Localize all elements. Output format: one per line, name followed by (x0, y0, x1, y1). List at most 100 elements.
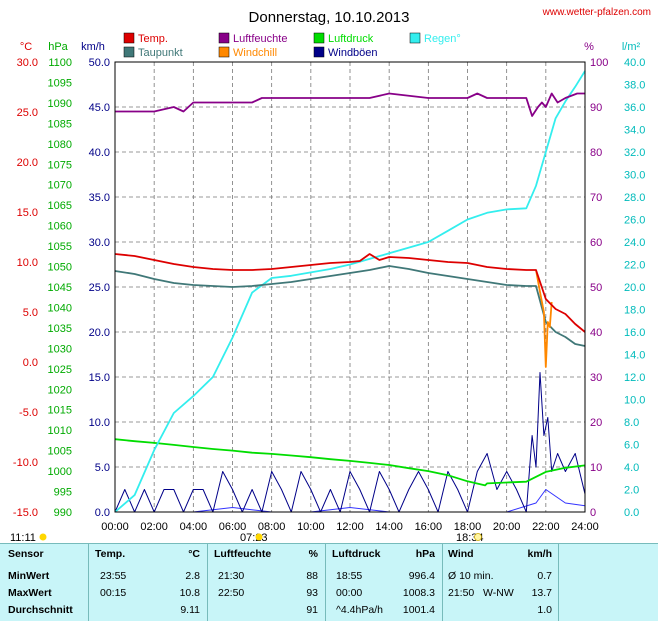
humidity-unit-label: % (584, 41, 594, 53)
row-label: MinWert (8, 570, 50, 582)
rain-tick-label: 34.0 (624, 125, 645, 137)
site-link[interactable]: www.wetter-pfalzen.com (542, 7, 651, 18)
pressure-avg-value: 1001.4 (402, 604, 435, 616)
rain-tick-label: 36.0 (624, 102, 645, 114)
temp-tick-label: 15.0 (17, 207, 38, 219)
pressure-tick-label: 1040 (48, 302, 72, 314)
pressure-tick-label: 1070 (48, 180, 72, 192)
rain-tick-label: 16.0 (624, 327, 645, 339)
temp-tick-label: 5.0 (23, 307, 38, 319)
header-sensor: Sensor (8, 548, 44, 560)
legend-label-windboeen: Windböen (328, 47, 378, 59)
series-line-luftdruck (114, 438, 586, 487)
stats-row-max: MaxWert 00:15 10.8 22:50 93 00:00 1008.3… (0, 585, 658, 601)
column-divider (442, 544, 443, 621)
row-label: Durchschnitt (8, 604, 73, 616)
humidity-tick-label: 100 (590, 57, 608, 69)
wind-tick-label: 50.0 (89, 57, 110, 69)
temp-tick-label: 25.0 (17, 107, 38, 119)
wind-tick-label: 20.0 (89, 327, 110, 339)
wind-tick-label: 25.0 (89, 282, 110, 294)
pressure-unit-label: hPa (48, 41, 68, 53)
temp-avg-value: 9.11 (180, 604, 200, 616)
wind-avg-value: 1.0 (537, 604, 552, 616)
x-tick-label: 08:00 (258, 521, 286, 533)
legend-label-regen: Regen° (424, 33, 461, 45)
wind-tick-label: 10.0 (89, 417, 110, 429)
day-length: 11:11 (10, 532, 36, 543)
row-label: MaxWert (8, 587, 52, 599)
stats-header-row: Sensor Temp. °C Luftfeuchte % Luftdruck … (0, 546, 658, 562)
pressure-tick-label: 1050 (48, 262, 72, 274)
legend-swatch-luftfeuchte (218, 32, 230, 44)
pressure-tick-label: 1055 (48, 241, 72, 253)
series-line-regen (114, 70, 586, 513)
x-tick-label: 10:00 (297, 521, 325, 533)
pressure-min-time: 18:55 (336, 570, 363, 582)
pressure-tick-label: 1090 (48, 98, 72, 110)
header-humidity: Luftfeuchte (214, 548, 272, 560)
column-divider (325, 544, 326, 621)
pressure-tick-label: 1030 (48, 343, 72, 355)
rain-tick-label: 24.0 (624, 237, 645, 249)
wind-tick-label: 40.0 (89, 147, 110, 159)
rain-tick-label: 14.0 (624, 350, 645, 362)
humidity-min-value: 88 (306, 570, 318, 582)
rain-tick-label: 30.0 (624, 170, 645, 182)
rain-tick-label: 2.0 (624, 485, 639, 497)
pressure-tick-label: 1000 (48, 466, 72, 478)
rain-tick-label: 4.0 (624, 462, 639, 474)
pressure-tick-label: 1005 (48, 446, 72, 458)
header-pressure-unit: hPa (415, 548, 435, 560)
wind-min-label: Ø 10 min. (448, 570, 494, 582)
legend-swatch-luftdruck (313, 32, 325, 44)
x-tick-label: 24:00 (571, 521, 599, 533)
rain-tick-label: 26.0 (624, 215, 645, 227)
legend-label-taupunkt: Taupunkt (138, 47, 183, 59)
chart-legend: Temp. Luftfeuchte Luftdruck Regen° Taupunkt W… (123, 32, 461, 59)
humidity-tick-label: 60 (590, 237, 602, 249)
series-line-windchill (535, 269, 553, 368)
pressure-max-value: 1008.3 (402, 587, 435, 599)
sunrise-icon (255, 533, 263, 541)
legend-label-windchill: Windchill (233, 47, 277, 59)
humidity-tick-label: 20 (590, 417, 602, 429)
series-line-luftfeuchte (115, 92, 585, 117)
x-tick-label: 14:00 (375, 521, 403, 533)
rain-tick-label: 8.0 (624, 417, 639, 429)
pressure-tick-label: 1045 (48, 282, 72, 294)
chart-grid (115, 62, 585, 512)
pressure-tick-label: 1015 (48, 405, 72, 417)
x-tick-label: 06:00 (219, 521, 247, 533)
pressure-tick-label: 995 (54, 487, 72, 499)
plot-frame (114, 61, 586, 513)
rain-tick-label: 12.0 (624, 372, 645, 384)
legend-label-luftfeuchte: Luftfeuchte (233, 33, 287, 45)
axis-tick-labels: 30.0 25.0 20.0 15.0 10.0 5.0 0.0 -5.0 -10.0 -15.0… (13, 57, 646, 533)
pressure-tick-label: 1025 (48, 364, 72, 376)
humidity-max-time: 22:50 (218, 587, 245, 599)
header-temp: Temp. (95, 548, 126, 560)
temp-max-value: 10.8 (179, 587, 200, 599)
humidity-tick-label: 40 (590, 327, 602, 339)
humidity-max-value: 93 (306, 587, 318, 599)
rain-tick-label: 28.0 (624, 192, 645, 204)
header-humidity-unit: % (308, 548, 318, 560)
pressure-tick-label: 990 (54, 507, 72, 519)
sunset-icon (474, 533, 482, 541)
pressure-tick-label: 1100 (48, 57, 72, 69)
wind-unit-label: km/h (81, 41, 105, 53)
statistics-panel: Sensor Temp. °C Luftfeuchte % Luftdruck … (0, 543, 658, 621)
temp-min-time: 23:55 (100, 570, 127, 582)
stats-row-avg: Durchschnitt 9.11 91 ^4.4hPa/h 1001.4 1.… (0, 602, 658, 618)
humidity-avg-value: 91 (306, 604, 318, 616)
humidity-tick-label: 30 (590, 372, 602, 384)
wind-tick-label: 0.0 (95, 507, 110, 519)
pressure-tick-label: 1080 (48, 139, 72, 151)
humidity-tick-label: 90 (590, 102, 602, 114)
temp-tick-label: 0.0 (23, 357, 38, 369)
series-lines (114, 70, 586, 513)
rain-tick-label: 18.0 (624, 305, 645, 317)
legend-swatch-regen (409, 32, 421, 44)
temp-tick-label: -10.0 (13, 457, 38, 469)
